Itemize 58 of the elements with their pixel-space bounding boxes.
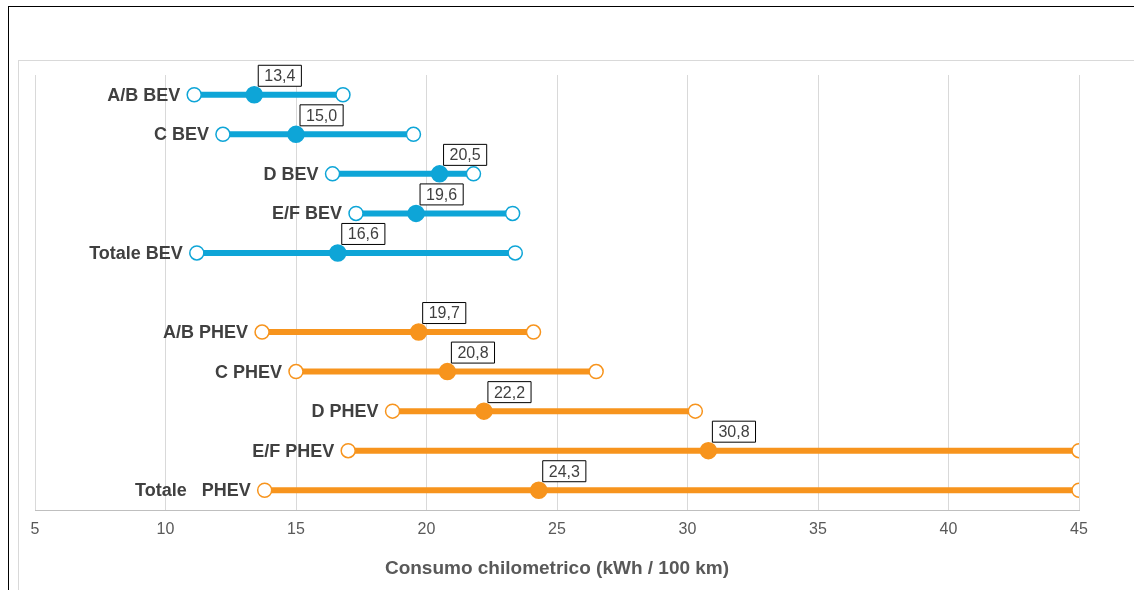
y-tick-label: Totale PHEV: [134, 480, 251, 501]
x-tick-label: 30: [678, 520, 697, 538]
point: [215, 126, 231, 143]
point: [186, 87, 202, 103]
y-tick-label: C BEV: [153, 124, 209, 145]
point: [465, 166, 482, 182]
point: [699, 441, 718, 460]
data-label: 16,6: [347, 225, 379, 243]
point: [384, 403, 401, 419]
data-label: 20,5: [449, 146, 481, 164]
data-label: 22,2: [493, 383, 526, 401]
x-tick-label: 25: [548, 520, 566, 538]
point: [430, 165, 449, 183]
y-tick-label: A/B PHEV: [163, 322, 249, 343]
point: [254, 324, 270, 340]
point: [405, 126, 422, 143]
point: [335, 87, 351, 103]
point: [340, 442, 356, 459]
point: [529, 481, 548, 499]
point: [348, 205, 364, 222]
point: [475, 402, 493, 420]
point: [288, 363, 304, 380]
x-tick-label: 10: [156, 520, 175, 538]
y-tick-label: D BEV: [263, 163, 319, 184]
data-label: 19,6: [426, 185, 458, 203]
x-tick-label: 20: [417, 520, 436, 538]
y-tick-label: E/F PHEV: [252, 440, 335, 461]
point: [409, 323, 428, 341]
data-label: 20,8: [457, 344, 489, 361]
y-tick-label: E/F BEV: [272, 203, 343, 224]
data-label: 24,3: [548, 462, 580, 480]
x-axis-title: Consumo chilometrico (kWh / 100 km): [384, 556, 730, 578]
point: [407, 204, 425, 223]
data-label: 15,0: [306, 106, 338, 124]
data-label: 30,8: [718, 423, 750, 441]
y-tick-label: C PHEV: [214, 361, 282, 382]
point: [504, 205, 521, 222]
x-tick-label: 15: [287, 520, 305, 538]
x-tick-label: 45: [1070, 520, 1088, 538]
point: [245, 86, 263, 104]
point: [438, 362, 457, 381]
y-tick-label: Totale BEV: [89, 242, 183, 263]
y-tick-label: A/B BEV: [107, 84, 181, 105]
y-tick-label: D PHEV: [311, 401, 379, 422]
point: [329, 244, 347, 262]
x-tick-label: 35: [809, 520, 827, 538]
data-label: 19,7: [428, 304, 460, 322]
point: [525, 324, 542, 340]
point: [256, 482, 273, 498]
point: [287, 125, 305, 144]
point: [687, 403, 704, 419]
point: [324, 166, 341, 182]
point: [189, 245, 205, 261]
x-tick-label: 5: [30, 520, 40, 538]
point: [507, 245, 523, 261]
data-label: 13,4: [264, 67, 296, 85]
x-tick-label: 40: [939, 520, 958, 538]
point: [588, 363, 604, 380]
